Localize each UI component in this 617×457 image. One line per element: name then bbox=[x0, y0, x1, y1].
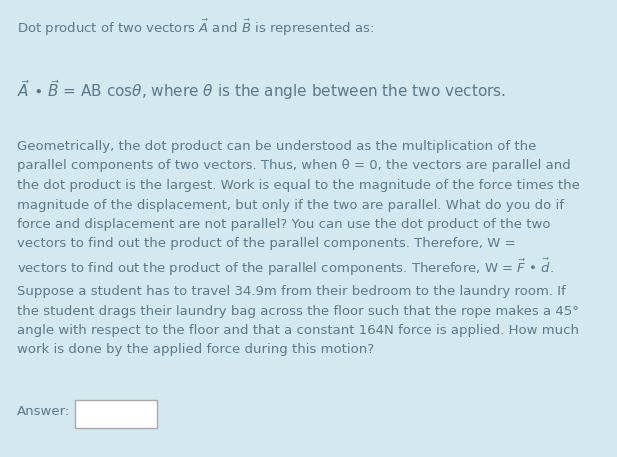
Text: force and displacement are not parallel? You can use the dot product of the two: force and displacement are not parallel?… bbox=[17, 218, 551, 231]
Text: vectors to find out the product of the parallel components. Therefore, W = $\vec: vectors to find out the product of the p… bbox=[17, 257, 554, 278]
Text: the student drags their laundry bag across the floor such that the rope makes a : the student drags their laundry bag acro… bbox=[17, 304, 579, 318]
FancyBboxPatch shape bbox=[75, 400, 157, 428]
Text: the dot product is the largest. Work is equal to the magnitude of the force time: the dot product is the largest. Work is … bbox=[17, 179, 580, 192]
Text: Answer:: Answer: bbox=[17, 405, 70, 418]
Text: $\vec{A}$ $\bullet$ $\vec{B}$ = AB cos$\theta$, where $\theta$ is the angle betw: $\vec{A}$ $\bullet$ $\vec{B}$ = AB cos$\… bbox=[17, 78, 506, 102]
Text: angle with respect to the floor and that a constant 164N force is applied. How m: angle with respect to the floor and that… bbox=[17, 324, 579, 337]
Text: magnitude of the displacement, but only if the two are parallel. What do you do : magnitude of the displacement, but only … bbox=[17, 198, 565, 212]
Text: work is done by the applied force during this motion?: work is done by the applied force during… bbox=[17, 344, 375, 356]
Text: Geometrically, the dot product can be understood as the multiplication of the: Geometrically, the dot product can be un… bbox=[17, 140, 537, 153]
Text: Dot product of two vectors $\vec{A}$ and $\vec{B}$ is represented as:: Dot product of two vectors $\vec{A}$ and… bbox=[17, 18, 375, 38]
Text: parallel components of two vectors. Thus, when θ = 0, the vectors are parallel a: parallel components of two vectors. Thus… bbox=[17, 159, 571, 172]
Text: Suppose a student has to travel 34.9m from their bedroom to the laundry room. If: Suppose a student has to travel 34.9m fr… bbox=[17, 285, 566, 298]
Text: vectors to find out the product of the parallel components. Therefore, W =: vectors to find out the product of the p… bbox=[17, 238, 520, 250]
